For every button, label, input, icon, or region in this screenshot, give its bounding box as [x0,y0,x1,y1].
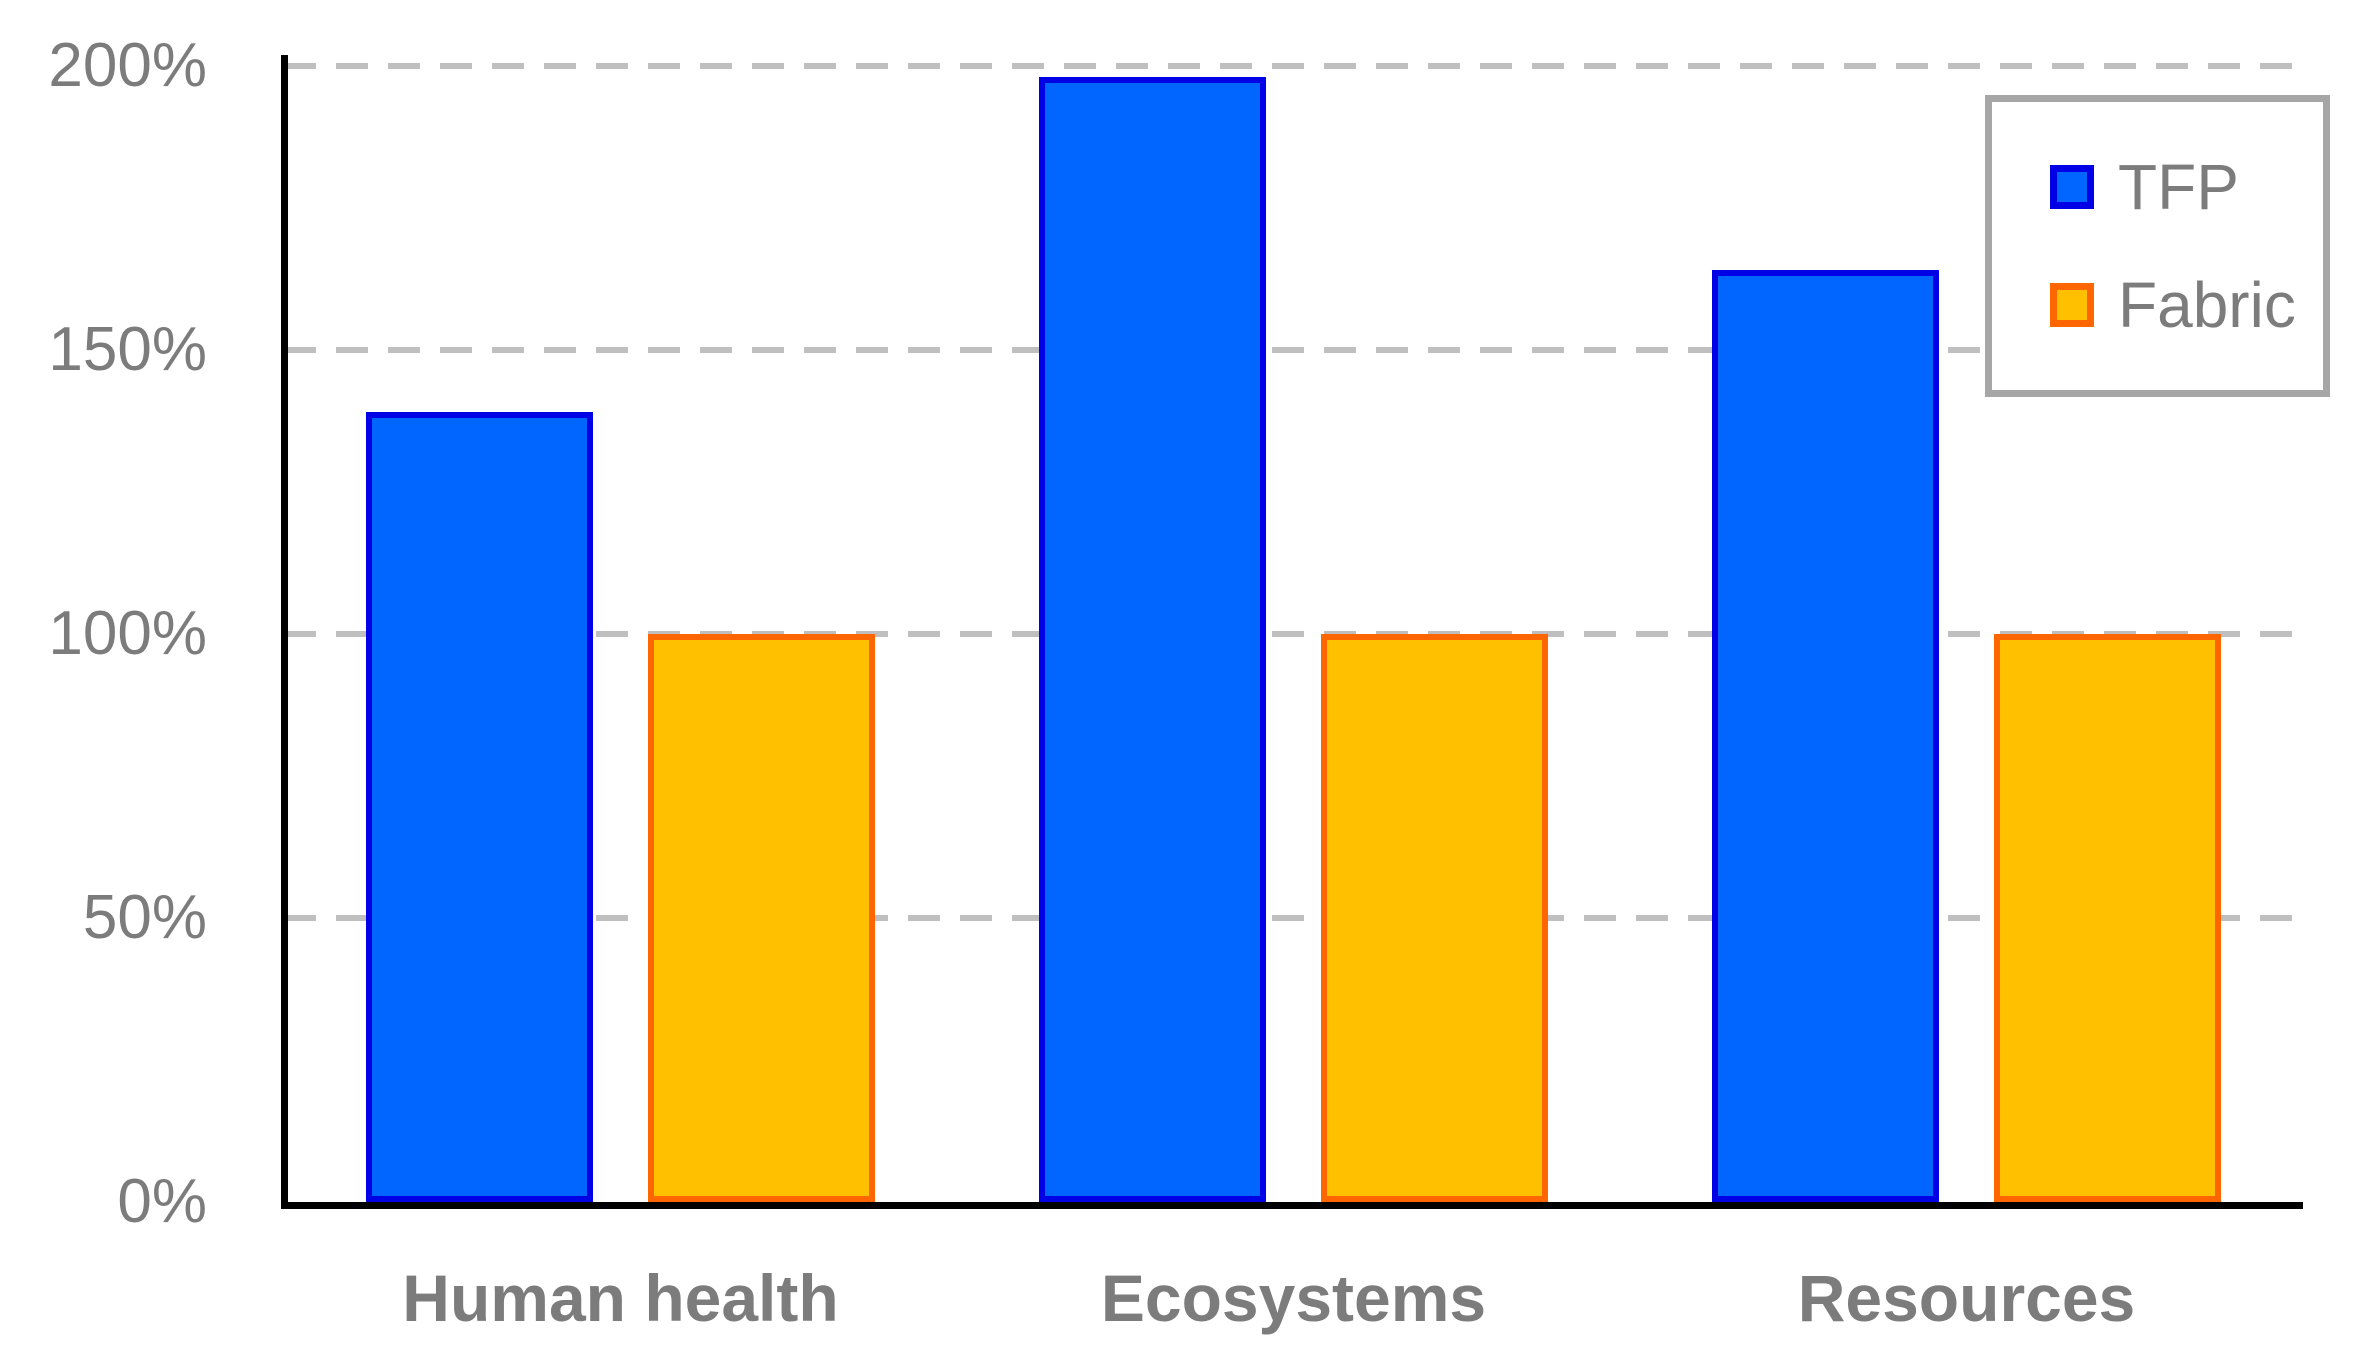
y-tick-label-50pct: 50% [82,883,207,952]
bar-fabric-human-health [648,634,875,1202]
y-tick-label-200pct: 200% [48,31,207,100]
x-axis-line [281,1202,2303,1209]
y-tick-label-150pct: 150% [48,315,207,384]
gridline-50pct [284,915,2303,921]
x-category-label-ecosystems: Ecosystems [1100,1261,1487,1335]
legend-swatch-tfp [2050,165,2094,210]
legend-item-tfp: TFP [2050,155,2323,219]
y-tick-label-0pct: 0% [117,1167,207,1236]
gridline-150pct [284,347,2303,353]
x-category-label-resources: Resources [1797,1261,2136,1335]
legend-swatch-fabric [2050,282,2094,327]
bar-tfp-resources [1712,270,1939,1202]
legend-item-fabric: Fabric [2050,273,2323,337]
legend-label-tfp: TFP [2118,151,2239,224]
legend: TFP Fabric [1985,95,2330,397]
legend-label-fabric: Fabric [2118,268,2296,341]
y-tick-label-100pct: 100% [48,599,207,668]
gridline-200pct [284,63,2303,69]
bar-fabric-resources [1994,634,2221,1202]
bar-tfp-ecosystems [1039,77,1266,1202]
x-category-label-human-health: Human health [402,1261,839,1335]
bar-tfp-human-health [366,412,593,1202]
bar-fabric-ecosystems [1321,634,1548,1202]
gridline-100pct [284,631,2303,637]
y-axis-line [281,55,288,1209]
